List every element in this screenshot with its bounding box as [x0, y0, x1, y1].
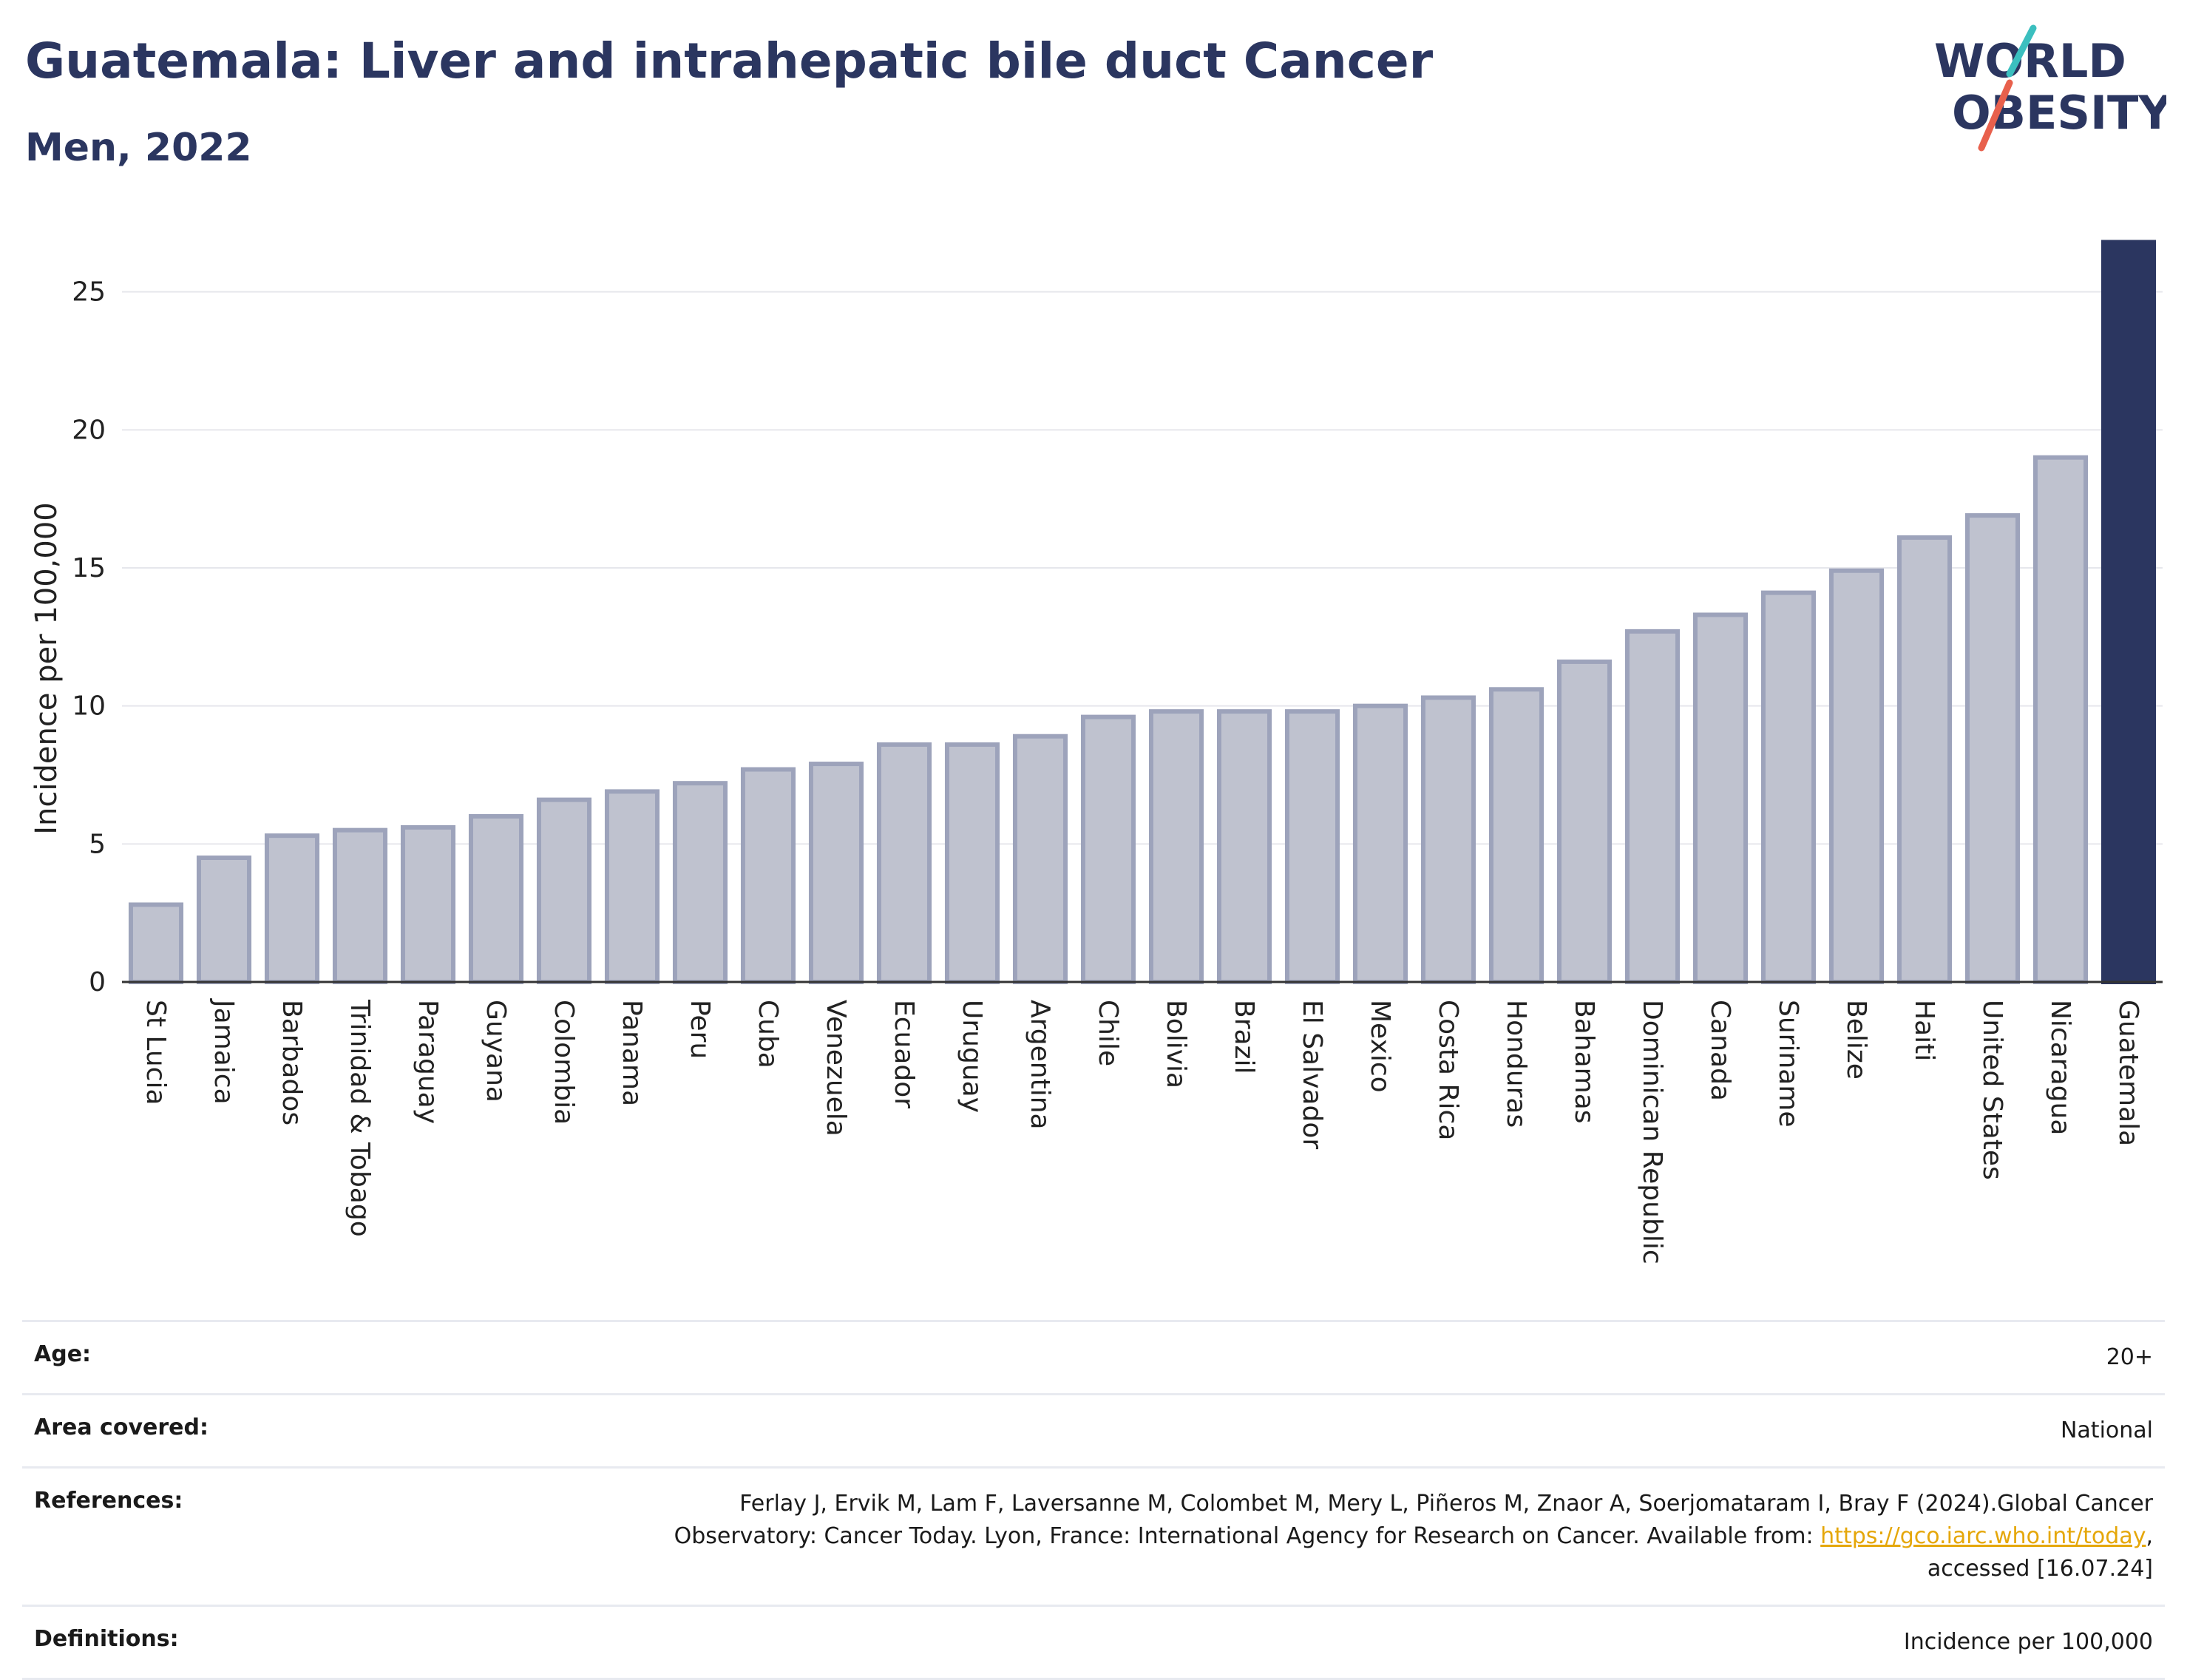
bar-panama: [604, 789, 660, 985]
y-tick-label: 5: [89, 829, 106, 859]
bar-venezuela: [808, 762, 864, 984]
y-tick-label: 20: [72, 415, 106, 445]
x-tick-label: Mexico: [1365, 1000, 1395, 1093]
y-tick-label: 25: [72, 277, 106, 308]
x-tick-label: Honduras: [1501, 1000, 1531, 1128]
bar-ecuador: [876, 742, 932, 985]
bar-canada: [1692, 612, 1749, 984]
meta-row-area: Area covered: National: [22, 1393, 2165, 1468]
meta-age-value: 20+: [489, 1320, 2165, 1395]
references-line2: Observatory: Cancer Today. Lyon, France:…: [674, 1523, 1821, 1549]
x-tick-label: Venezuela: [821, 1000, 851, 1137]
bar-haiti: [1896, 535, 1953, 984]
bar-paraguay: [400, 824, 456, 985]
bar-trinidad-tobago: [332, 827, 388, 984]
logo-slash-teal: [2006, 24, 2037, 78]
x-tick-label: Suriname: [1773, 1000, 1803, 1128]
bars: [128, 240, 2157, 985]
y-axis-label: Incidence per 100,000: [30, 502, 64, 835]
y-axis-ticks: 0 5 10 15 20 25: [72, 277, 106, 998]
x-tick-label: Barbados: [277, 1000, 307, 1125]
bar-costa-rica: [1420, 695, 1476, 984]
references-line1: Ferlay J, Ervik M, Lam F, Laversanne M, …: [739, 1491, 2153, 1517]
meta-row-references: References: Ferlay J, Ervik M, Lam F, La…: [22, 1466, 2165, 1606]
x-tick-label: Brazil: [1229, 1000, 1259, 1074]
meta-references-label: References:: [22, 1466, 489, 1606]
chart-title: Guatemala: Liver and intrahepatic bile d…: [25, 33, 1434, 89]
logo-text-world: WORLD: [1934, 34, 2126, 88]
bar-chile: [1080, 714, 1136, 984]
x-tick-label: Argentina: [1025, 1000, 1055, 1130]
x-tick-label: United States: [1977, 1000, 2007, 1180]
references-line2-end: ,: [2146, 1523, 2153, 1549]
x-tick-label: Jamaica: [208, 998, 239, 1105]
x-tick-label: Dominican Republic: [1637, 1000, 1667, 1264]
bar-peru: [672, 781, 728, 984]
bar-argentina: [1012, 734, 1068, 984]
x-tick-label: Nicaragua: [2045, 1000, 2075, 1135]
bar-st-lucia: [128, 902, 184, 985]
x-tick-label: Haiti: [1909, 1000, 1939, 1061]
x-tick-label: Chile: [1093, 1000, 1123, 1066]
bar-nicaragua: [2032, 455, 2089, 984]
y-tick-label: 0: [89, 967, 106, 998]
x-tick-label: Bolivia: [1161, 1000, 1191, 1088]
bar-dominican-republic: [1624, 629, 1681, 984]
references-line3: accessed [16.07.24]: [1927, 1556, 2153, 1582]
x-tick-label: Belize: [1841, 1000, 1871, 1080]
bar-honduras: [1488, 687, 1545, 984]
x-tick-label: Colombia: [549, 1000, 579, 1125]
x-tick-label: Ecuador: [889, 1000, 919, 1108]
bar-mexico: [1352, 703, 1408, 985]
bar-chart: 0 5 10 15 20 25 St Lucia Jamaica Barbados Trinid…: [30, 240, 2163, 1264]
x-tick-label: Canada: [1705, 1000, 1735, 1101]
references-link[interactable]: https://gco.iarc.who.int/today: [1820, 1523, 2146, 1549]
x-tick-label: Peru: [685, 1000, 715, 1059]
meta-row-age: Age: 20+: [22, 1320, 2165, 1395]
chart-subtitle: Men, 2022: [25, 126, 252, 170]
x-tick-label: Panama: [617, 1000, 647, 1106]
y-tick-label: 15: [72, 553, 106, 583]
meta-definitions-value: Incidence per 100,000: [489, 1605, 2165, 1680]
bar-uruguay: [944, 742, 1000, 985]
meta-definitions-label: Definitions:: [22, 1605, 489, 1680]
x-tick-label: Trinidad & Tobago: [345, 999, 375, 1237]
bar-belize: [1828, 568, 1885, 984]
y-tick-label: 10: [72, 691, 106, 722]
x-tick-label: Guyana: [481, 1000, 511, 1102]
bar-united-states: [1964, 513, 2021, 984]
x-tick-label: El Salvador: [1297, 1000, 1327, 1149]
meta-age-label: Age:: [22, 1320, 489, 1395]
bar-bahamas: [1556, 659, 1613, 985]
bar-guatemala: [2100, 240, 2157, 984]
bar-suriname: [1760, 590, 1817, 984]
meta-area-value: National: [489, 1393, 2165, 1468]
bar-jamaica: [196, 856, 252, 984]
meta-area-label: Area covered:: [22, 1393, 489, 1468]
x-axis-ticks: St Lucia Jamaica Barbados Trinidad & Tobago…: [140, 998, 2143, 1264]
logo-slash-red: [1978, 79, 2013, 152]
x-tick-label: Cuba: [753, 1000, 783, 1068]
bar-brazil: [1216, 709, 1272, 985]
bar-el-salvador: [1284, 709, 1340, 985]
x-tick-label: Paraguay: [413, 1000, 443, 1124]
grid-lines: [122, 291, 2163, 845]
x-tick-label: Uruguay: [957, 1000, 987, 1113]
bar-colombia: [536, 797, 592, 984]
x-tick-label: Costa Rica: [1433, 1000, 1463, 1140]
x-tick-label: St Lucia: [140, 1000, 171, 1105]
meta-references-value: Ferlay J, Ervik M, Lam F, Laversanne M, …: [489, 1466, 2165, 1606]
x-tick-label: Guatemala: [2113, 1000, 2143, 1146]
metadata-table: Age: 20+ Area covered: National Referenc…: [22, 1320, 2165, 1680]
x-tick-label: Bahamas: [1569, 1000, 1599, 1124]
bar-guyana: [468, 814, 524, 984]
bar-barbados: [264, 833, 320, 984]
meta-row-definitions: Definitions: Incidence per 100,000: [22, 1605, 2165, 1680]
bar-bolivia: [1148, 709, 1204, 985]
bar-cuba: [740, 767, 796, 984]
world-obesity-logo: WORLD OBESITY: [1934, 24, 2166, 152]
